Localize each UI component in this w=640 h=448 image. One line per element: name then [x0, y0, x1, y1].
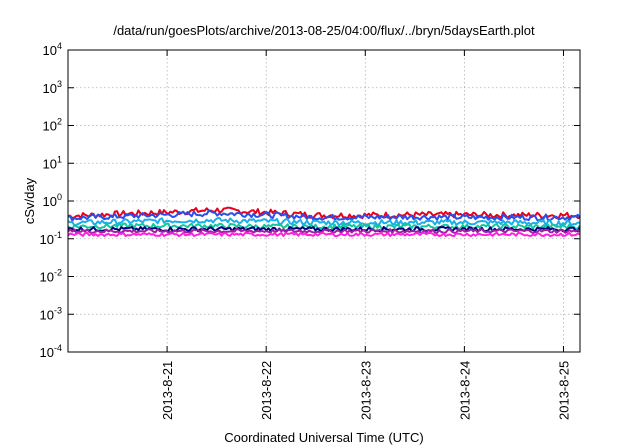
series-line	[67, 228, 581, 234]
y-tick-label: 101	[43, 154, 62, 171]
y-tick-label: 104	[43, 41, 62, 58]
y-tick-label: 10-3	[40, 305, 62, 322]
chart-title: /data/run/goesPlots/archive/2013-08-25/0…	[113, 23, 535, 38]
y-axis: 104 103 102 101 100 10-1 10-2 10-3 10-4	[40, 41, 580, 360]
x-tick-label: 2013-8-21	[160, 361, 175, 420]
series-line	[67, 226, 581, 233]
series-line	[67, 231, 581, 238]
y-tick-label: 10-1	[40, 230, 62, 247]
x-axis: 2013-8-21 2013-8-22 2013-8-23 2013-8-24 2013…	[160, 50, 571, 420]
series-layer	[67, 206, 581, 238]
series-line	[67, 216, 581, 227]
y-tick-label: 10-2	[40, 268, 62, 285]
x-tick-label: 2013-8-24	[457, 361, 472, 420]
series-line	[67, 222, 581, 230]
grid	[68, 50, 580, 352]
x-tick-label: 2013-8-23	[358, 361, 373, 420]
series-line	[67, 206, 581, 220]
y-axis-label: cSv/day	[22, 177, 37, 224]
x-tick-label: 2013-8-25	[556, 361, 571, 420]
y-tick-label: 102	[43, 117, 62, 134]
y-tick-label: 103	[43, 79, 62, 96]
y-tick-label: 10-4	[40, 343, 62, 360]
series-line	[67, 209, 581, 222]
x-tick-label: 2013-8-22	[259, 361, 274, 420]
y-tick-label: 100	[43, 192, 62, 209]
x-axis-label: Coordinated Universal Time (UTC)	[224, 430, 423, 445]
